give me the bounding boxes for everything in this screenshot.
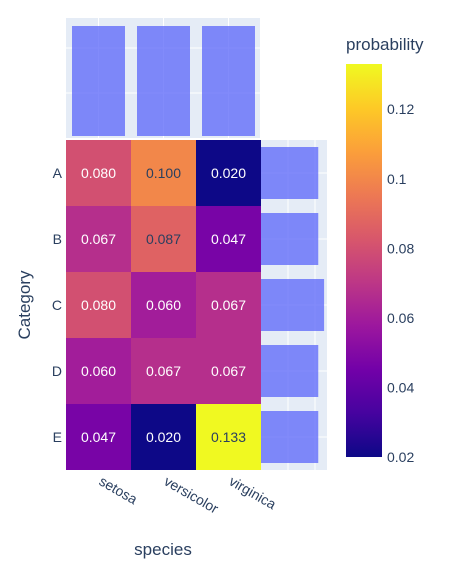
colorbar-title: probability bbox=[346, 35, 424, 54]
heatmap-cell-label: 0.067 bbox=[211, 297, 246, 313]
marginal-top-bar[interactable] bbox=[72, 26, 125, 136]
heatmap-cell[interactable] bbox=[131, 206, 196, 272]
y-tick-label: A bbox=[53, 165, 63, 181]
y-axis-title: Category bbox=[15, 270, 34, 339]
x-tick-label: setosa bbox=[96, 473, 140, 508]
heatmap-cell-label: 0.080 bbox=[81, 297, 116, 313]
heatmap-cell[interactable] bbox=[196, 140, 261, 206]
heatmap-cell[interactable] bbox=[196, 206, 261, 272]
heatmap-cell[interactable] bbox=[196, 338, 261, 404]
heatmap-cell-label: 0.020 bbox=[211, 165, 246, 181]
colorbar-tick-label: 0.04 bbox=[387, 379, 414, 395]
x-tick-label: versicolor bbox=[161, 473, 221, 517]
heatmap-cell-label: 0.047 bbox=[211, 231, 246, 247]
heatmap-cell-label: 0.087 bbox=[146, 231, 181, 247]
marginal-right-bar[interactable] bbox=[260, 147, 319, 199]
heatmap-cell-label: 0.067 bbox=[211, 363, 246, 379]
heatmap-cell-label: 0.080 bbox=[81, 165, 116, 181]
heatmap-cell-label: 0.060 bbox=[146, 297, 181, 313]
heatmap-cell[interactable] bbox=[66, 206, 131, 272]
heatmap-cell-label: 0.020 bbox=[146, 429, 181, 445]
x-tick-label: virginica bbox=[226, 473, 279, 513]
heatmap-cell[interactable] bbox=[66, 140, 131, 206]
heatmap-cell[interactable] bbox=[66, 338, 131, 404]
heatmap-cell[interactable] bbox=[131, 140, 196, 206]
heatmap-cell-label: 0.133 bbox=[211, 429, 246, 445]
marginal-right-bar[interactable] bbox=[260, 411, 319, 463]
y-tick-label: C bbox=[52, 297, 62, 313]
heatmap-cell[interactable] bbox=[131, 338, 196, 404]
colorbar-tick-label: 0.12 bbox=[387, 101, 414, 117]
heatmap-cell[interactable] bbox=[131, 272, 196, 338]
heatmap-cell[interactable] bbox=[196, 272, 261, 338]
y-tick-label: E bbox=[53, 429, 62, 445]
heatmap-cell-label: 0.067 bbox=[146, 363, 181, 379]
x-axis-title: species bbox=[134, 540, 192, 559]
heatmap-cell[interactable] bbox=[66, 404, 131, 470]
colorbar-tick-label: 0.02 bbox=[387, 449, 414, 465]
y-tick-label: D bbox=[52, 363, 62, 379]
heatmap-cell-label: 0.060 bbox=[81, 363, 116, 379]
colorbar-tick-label: 0.08 bbox=[387, 240, 414, 256]
marginal-top-bar[interactable] bbox=[137, 26, 190, 136]
marginal-right-bar[interactable] bbox=[260, 213, 319, 265]
heatmap-cell-label: 0.047 bbox=[81, 429, 116, 445]
heatmap-cell[interactable] bbox=[131, 404, 196, 470]
colorbar-tick-label: 0.06 bbox=[387, 310, 414, 326]
y-tick-label: B bbox=[53, 231, 62, 247]
heatmap-cell-label: 0.100 bbox=[146, 165, 181, 181]
colorbar bbox=[346, 64, 382, 457]
heatmap-cell[interactable] bbox=[66, 272, 131, 338]
colorbar-tick-label: 0.1 bbox=[387, 171, 407, 187]
heatmap-cell[interactable] bbox=[196, 404, 261, 470]
marginal-top-bar[interactable] bbox=[202, 26, 255, 136]
marginal-right-bar[interactable] bbox=[260, 279, 325, 331]
marginal-right-bar[interactable] bbox=[260, 345, 319, 397]
heatmap-cell-label: 0.067 bbox=[81, 231, 116, 247]
